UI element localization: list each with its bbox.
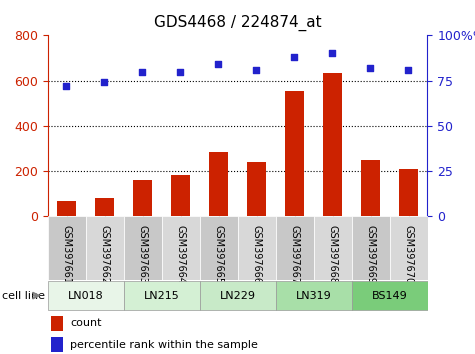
Text: GSM397665: GSM397665 (213, 225, 224, 285)
Text: GSM397663: GSM397663 (137, 225, 148, 285)
Text: GSM397670: GSM397670 (403, 225, 414, 285)
FancyBboxPatch shape (352, 216, 390, 280)
Text: GSM397664: GSM397664 (175, 225, 186, 285)
Text: LN215: LN215 (143, 291, 180, 301)
Bar (323, 73, 342, 216)
Text: count: count (70, 318, 102, 329)
Text: BS149: BS149 (371, 291, 408, 301)
Text: percentile rank within the sample: percentile rank within the sample (70, 339, 258, 350)
Text: LN018: LN018 (67, 291, 104, 301)
Text: LN229: LN229 (219, 291, 256, 301)
FancyBboxPatch shape (162, 216, 199, 280)
FancyBboxPatch shape (276, 216, 314, 280)
FancyBboxPatch shape (276, 281, 352, 310)
Point (329, 51, 336, 56)
Point (63, 83, 70, 89)
Bar (95, 198, 114, 216)
Bar (209, 152, 228, 216)
FancyBboxPatch shape (314, 216, 352, 280)
FancyBboxPatch shape (200, 281, 276, 310)
Point (177, 69, 184, 74)
Point (215, 62, 222, 67)
FancyBboxPatch shape (390, 216, 428, 280)
Text: GSM397661: GSM397661 (61, 225, 72, 285)
Text: GSM397667: GSM397667 (289, 225, 300, 285)
Text: GSM397668: GSM397668 (327, 225, 338, 285)
FancyBboxPatch shape (124, 281, 200, 310)
Bar (247, 162, 266, 216)
Text: GSM397666: GSM397666 (251, 225, 262, 285)
FancyBboxPatch shape (48, 216, 86, 280)
Point (101, 80, 108, 85)
Point (139, 69, 146, 74)
Title: GDS4468 / 224874_at: GDS4468 / 224874_at (154, 15, 321, 31)
FancyBboxPatch shape (86, 216, 124, 280)
Point (253, 67, 260, 73)
Point (405, 67, 412, 73)
Bar (399, 169, 418, 216)
Text: GSM397662: GSM397662 (99, 225, 110, 285)
Bar (361, 160, 380, 216)
Bar (51, 316, 63, 331)
FancyBboxPatch shape (238, 216, 276, 280)
Bar (171, 175, 190, 216)
Bar (51, 337, 63, 352)
Point (367, 65, 374, 71)
Bar (285, 91, 304, 216)
FancyBboxPatch shape (200, 216, 238, 280)
FancyBboxPatch shape (48, 281, 124, 310)
Text: GSM397669: GSM397669 (365, 225, 376, 285)
Point (291, 54, 298, 60)
Bar (57, 201, 76, 216)
FancyBboxPatch shape (352, 281, 428, 310)
Bar (133, 180, 152, 216)
FancyBboxPatch shape (124, 216, 162, 280)
Text: LN319: LN319 (295, 291, 332, 301)
Text: cell line: cell line (2, 291, 46, 301)
